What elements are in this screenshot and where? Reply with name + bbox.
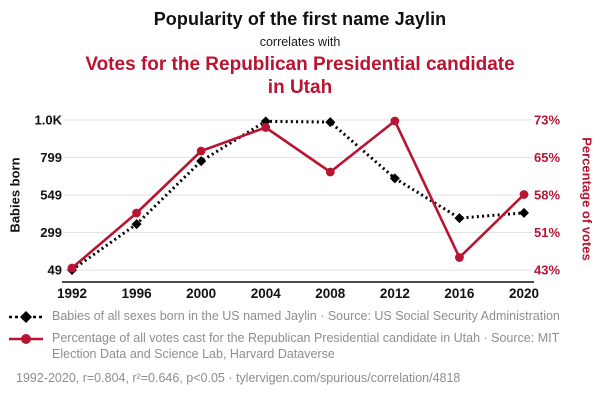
right-axis-tick: 58%	[534, 188, 560, 203]
red-solid-circle-marker-icon	[9, 333, 43, 344]
data-point-votes	[325, 167, 335, 177]
series-line-votes	[71, 119, 525, 270]
data-point-votes	[390, 116, 400, 126]
data-point-babies	[325, 117, 336, 128]
data-point-babies	[389, 173, 400, 184]
x-axis-tick: 1996	[122, 286, 153, 301]
left-axis-tick: 799	[40, 150, 62, 165]
data-point-votes	[196, 146, 206, 156]
x-axis-tick: 2000	[186, 286, 216, 301]
chart-title-secondary: Votes for the Republican Presidential ca…	[85, 54, 515, 99]
spurious-correlation-page: Popularity of the first name Jaylin corr…	[0, 0, 600, 385]
legend-item-babies: Babies of all sexes born in the US named…	[8, 308, 590, 324]
legend-item-votes: Percentage of all votes cast for the Rep…	[8, 330, 590, 363]
left-axis-tick: 299	[40, 225, 62, 240]
data-point-votes	[132, 208, 141, 218]
legend-label-babies: Babies of all sexes born in the US named…	[52, 309, 560, 324]
left-axis-tick: 1.0K	[35, 113, 63, 128]
data-point-votes	[455, 253, 464, 263]
x-axis-tick: 2012	[380, 286, 410, 301]
x-axis-tick: 1992	[57, 286, 87, 301]
x-axis-tick: 2020	[509, 286, 539, 301]
left-axis-tick: 49	[48, 263, 62, 278]
line-chart: 49 43% 299 51% 549 58% 799 65% 1.0K 73% 1992 1996 20…	[35, 113, 561, 302]
left-axis-title: Babies born	[7, 157, 23, 233]
legend: Babies of all sexes born in the US named…	[0, 306, 600, 385]
data-point-babies	[131, 219, 142, 230]
data-point-babies	[260, 116, 271, 127]
x-axis-tick: 2008	[315, 286, 346, 301]
right-axis-tick: 65%	[534, 150, 560, 165]
x-axis-tick: 2016	[444, 286, 475, 301]
data-point-babies	[519, 208, 529, 219]
data-point-babies	[454, 213, 465, 224]
data-point-babies	[196, 156, 207, 167]
right-axis-tick: 73%	[534, 113, 560, 128]
black-dashed-diamond-marker-icon	[9, 311, 43, 324]
left-axis-tick: 549	[40, 188, 62, 203]
series-line-babies	[71, 120, 525, 272]
data-point-votes	[67, 263, 77, 273]
right-axis-tick: 43%	[534, 263, 560, 278]
stats-citation: 1992-2020, r=0.804, r²=0.646, p<0.05 · t…	[16, 371, 461, 386]
chart-subtitle-connector: correlates with	[259, 35, 341, 49]
data-point-votes	[519, 190, 529, 200]
legend-label-votes: Percentage of all votes cast for the Rep…	[52, 330, 559, 361]
x-axis-tick: 2004	[251, 286, 282, 301]
data-point-votes	[261, 123, 271, 133]
chart-header: Popularity of the first name Jaylin corr…	[0, 0, 600, 99]
right-axis-title: Percentage of votes	[579, 137, 595, 262]
chart-area: 49 43% 299 51% 549 58% 799 65% 1.0K 73% 1992 1996 20…	[0, 101, 600, 306]
right-axis-tick: 51%	[534, 225, 560, 240]
chart-title-primary: Popularity of the first name Jaylin	[153, 9, 447, 29]
